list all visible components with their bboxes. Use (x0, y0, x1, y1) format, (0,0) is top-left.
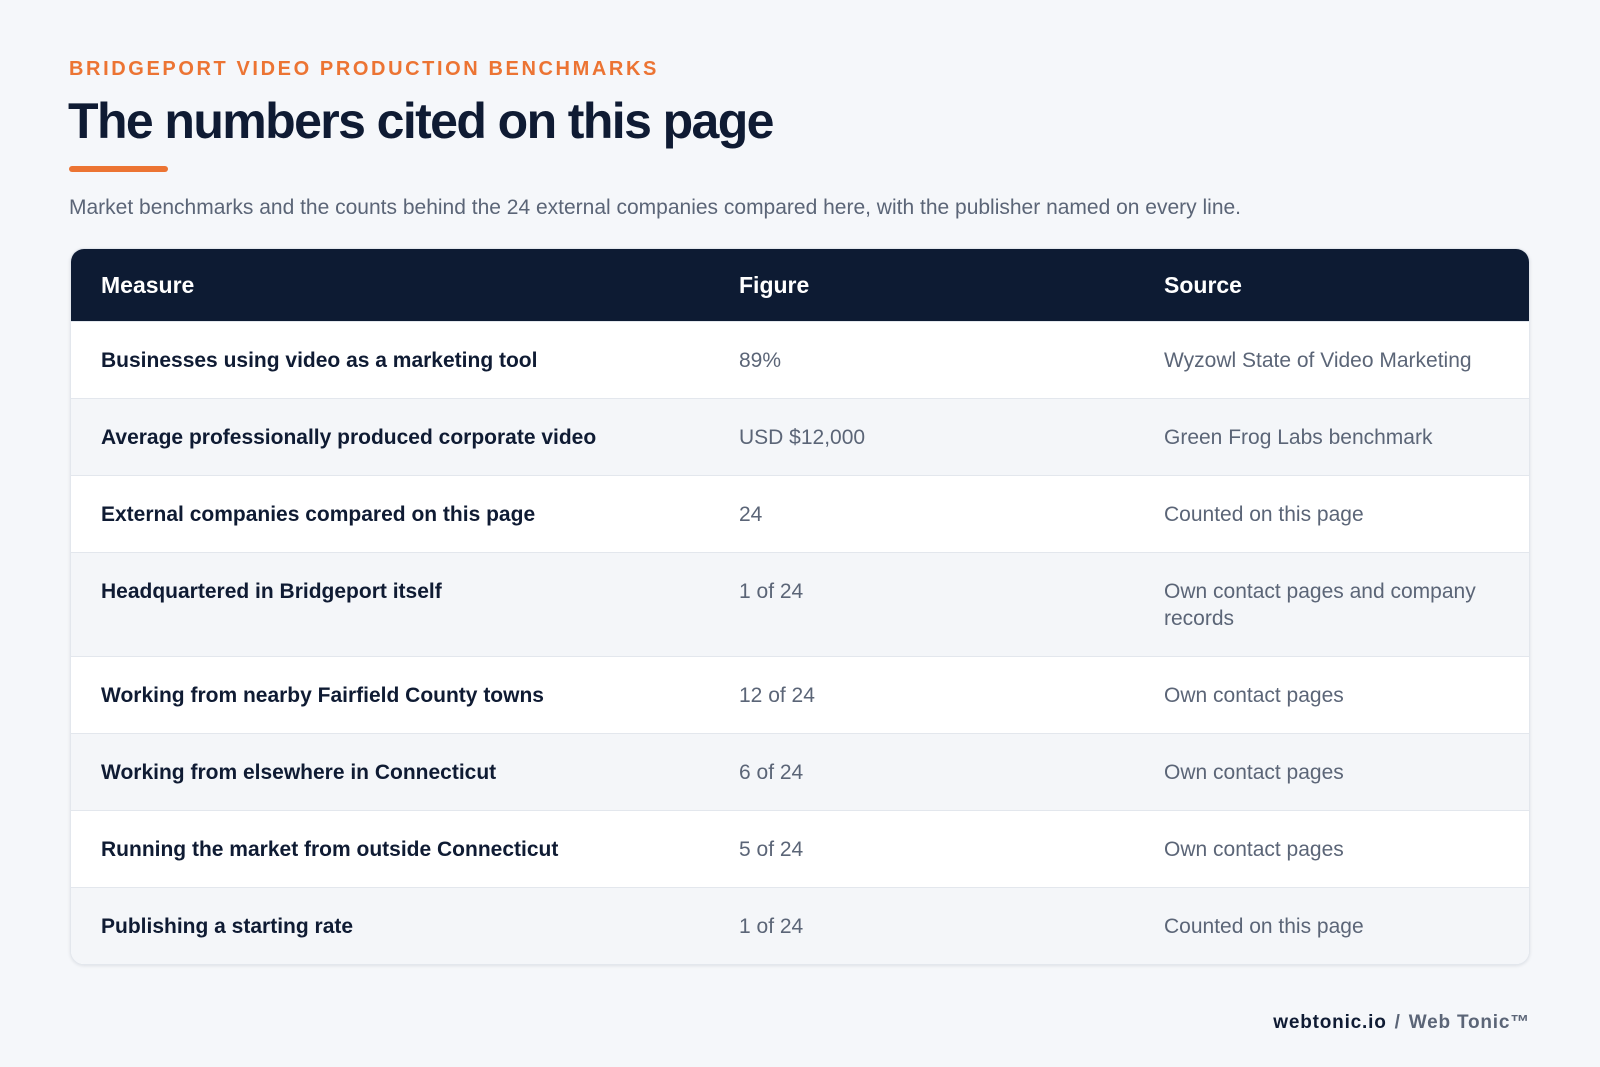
footer: webtonic.io / Web Tonic™ (1273, 1012, 1530, 1034)
header-row: Measure Figure Source (71, 249, 1529, 322)
source-cell: Counted on this page (1134, 475, 1529, 553)
table-row: Working from nearby Fairfield County tow… (71, 656, 1529, 734)
table-row: Businesses using video as a marketing to… (71, 321, 1529, 399)
figure-cell: 24 (709, 475, 1134, 553)
figure-cell: 89% (709, 321, 1134, 399)
source-cell: Own contact pages and company records (1134, 552, 1529, 657)
figure-cell: USD $12,000 (709, 398, 1134, 476)
table-body: Businesses using video as a marketing to… (71, 321, 1529, 964)
subtitle: Market benchmarks and the counts behind … (69, 196, 1242, 219)
table-row: Headquartered in Bridgeport itself 1 of 2… (71, 552, 1529, 657)
footer-text: webtonic.io (1273, 1012, 1387, 1033)
figure-cell: 1 of 24 (709, 887, 1134, 964)
accent-bar (69, 166, 168, 172)
column-header: Figure (709, 249, 1134, 322)
source-cell: Own contact pages (1134, 656, 1529, 734)
footer-text: / (1394, 1012, 1401, 1033)
source-cell: Own contact pages (1134, 810, 1529, 888)
table-row: Running the market from outside Connecti… (71, 810, 1529, 888)
measure-cell: Businesses using video as a marketing to… (71, 321, 709, 399)
measure-cell: Average professionally produced corporat… (71, 398, 709, 476)
source-cell: Counted on this page (1134, 887, 1529, 964)
measure-cell: Working from nearby Fairfield County tow… (71, 656, 709, 734)
table-card: Measure Figure Source Businesses using vid… (70, 248, 1530, 965)
measure-cell: Running the market from outside Connecti… (71, 810, 709, 888)
figure-cell: 12 of 24 (709, 656, 1134, 734)
column-header: Source (1134, 249, 1529, 322)
footer-text: Web Tonic™ (1408, 1012, 1530, 1033)
figure-cell: 5 of 24 (709, 810, 1134, 888)
benchmark-table: Measure Figure Source Businesses using vid… (71, 249, 1529, 964)
column-header: Measure (71, 249, 709, 322)
figure-cell: 6 of 24 (709, 733, 1134, 811)
table-row: External companies compared on this page… (71, 475, 1529, 553)
page-title: The numbers cited on this page (68, 93, 774, 149)
measure-cell: Working from elsewhere in Connecticut (71, 733, 709, 811)
table-row: Publishing a starting rate 1 of 24 Counted… (71, 887, 1529, 964)
eyebrow: BRIDGEPORT VIDEO PRODUCTION BENCHMARKS (69, 58, 659, 80)
source-cell: Green Frog Labs benchmark (1134, 398, 1529, 476)
figure-cell: 1 of 24 (709, 552, 1134, 657)
table-row: Average professionally produced corporat… (71, 398, 1529, 476)
measure-cell: Headquartered in Bridgeport itself (71, 552, 709, 657)
table-row: Working from elsewhere in Connecticut 6 o… (71, 733, 1529, 811)
measure-cell: Publishing a starting rate (71, 887, 709, 964)
source-cell: Wyzowl State of Video Marketing (1134, 321, 1529, 399)
measure-cell: External companies compared on this page (71, 475, 709, 553)
source-cell: Own contact pages (1134, 733, 1529, 811)
